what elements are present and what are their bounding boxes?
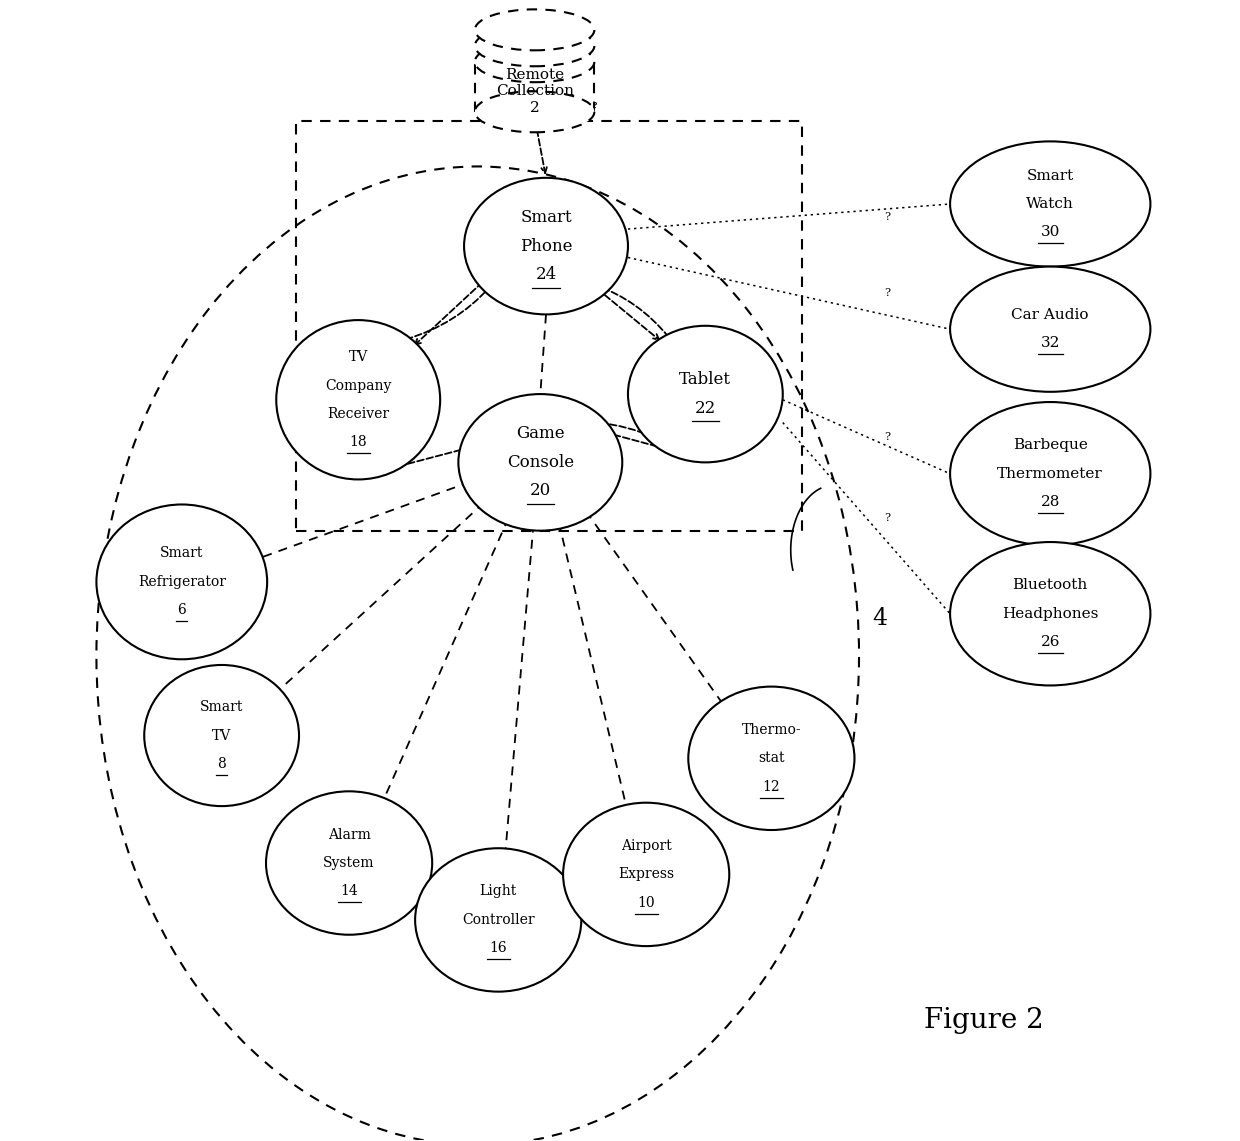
Text: 16: 16 <box>490 941 507 955</box>
Text: ?: ? <box>884 211 890 221</box>
Ellipse shape <box>475 91 594 132</box>
Text: Bluetooth: Bluetooth <box>1013 578 1087 592</box>
Text: Company: Company <box>325 379 392 393</box>
Text: 28: 28 <box>1040 495 1060 509</box>
Text: Smart: Smart <box>521 209 572 226</box>
Ellipse shape <box>475 25 594 66</box>
Text: Watch: Watch <box>1027 197 1074 211</box>
Text: Console: Console <box>507 454 574 471</box>
Ellipse shape <box>950 402 1151 545</box>
Text: TV: TV <box>348 350 368 364</box>
Text: 6: 6 <box>177 604 186 617</box>
Text: Refrigerator: Refrigerator <box>138 575 226 589</box>
Text: 12: 12 <box>763 779 780 794</box>
Ellipse shape <box>950 141 1151 267</box>
Text: Car Audio: Car Audio <box>1012 308 1089 322</box>
Text: Controller: Controller <box>461 913 534 926</box>
Text: 26: 26 <box>1040 636 1060 649</box>
Ellipse shape <box>563 803 729 946</box>
Text: Tablet: Tablet <box>680 371 732 388</box>
Text: 14: 14 <box>340 884 358 898</box>
Ellipse shape <box>627 326 782 462</box>
Text: Remote
Collection
2: Remote Collection 2 <box>496 68 574 114</box>
Text: stat: stat <box>758 751 785 766</box>
Text: ?: ? <box>884 513 890 523</box>
Ellipse shape <box>464 178 627 315</box>
Text: System: System <box>324 856 374 871</box>
Ellipse shape <box>415 848 582 992</box>
Polygon shape <box>475 62 594 112</box>
Text: 18: 18 <box>350 436 367 450</box>
Text: Light: Light <box>480 884 517 898</box>
Text: Thermometer: Thermometer <box>997 467 1104 480</box>
Text: Smart: Smart <box>200 701 243 714</box>
Text: Headphones: Headphones <box>1002 607 1099 621</box>
Text: Master Device: Master Device <box>500 99 598 112</box>
Ellipse shape <box>277 321 440 479</box>
Text: Airport: Airport <box>621 839 672 853</box>
Text: Alarm: Alarm <box>327 827 371 842</box>
Text: Receiver: Receiver <box>327 407 389 421</box>
Ellipse shape <box>144 665 299 806</box>
Text: 10: 10 <box>637 896 655 909</box>
Text: 32: 32 <box>1040 337 1060 350</box>
Text: ?: ? <box>884 289 890 298</box>
Text: TV: TV <box>212 729 231 743</box>
Text: Phone: Phone <box>520 237 573 254</box>
Ellipse shape <box>459 394 622 531</box>
Text: Express: Express <box>618 867 675 881</box>
Text: ?: ? <box>884 431 890 442</box>
Text: Smart: Smart <box>160 547 203 560</box>
Text: Thermo-: Thermo- <box>742 723 801 737</box>
Text: Barbeque: Barbeque <box>1013 438 1087 452</box>
Ellipse shape <box>950 542 1151 686</box>
Text: 8: 8 <box>217 756 226 771</box>
Text: 4: 4 <box>872 607 887 630</box>
Text: 24: 24 <box>536 266 557 283</box>
Text: 30: 30 <box>1040 226 1060 240</box>
Ellipse shape <box>688 687 854 830</box>
Ellipse shape <box>475 9 594 50</box>
Text: 20: 20 <box>529 483 551 500</box>
Text: 22: 22 <box>694 399 715 416</box>
Text: Smart: Smart <box>1027 169 1074 183</box>
Ellipse shape <box>950 267 1151 391</box>
Ellipse shape <box>475 41 594 82</box>
Ellipse shape <box>97 504 267 659</box>
Text: Figure 2: Figure 2 <box>924 1006 1044 1034</box>
Text: Game: Game <box>516 426 564 443</box>
Ellipse shape <box>267 792 433 934</box>
